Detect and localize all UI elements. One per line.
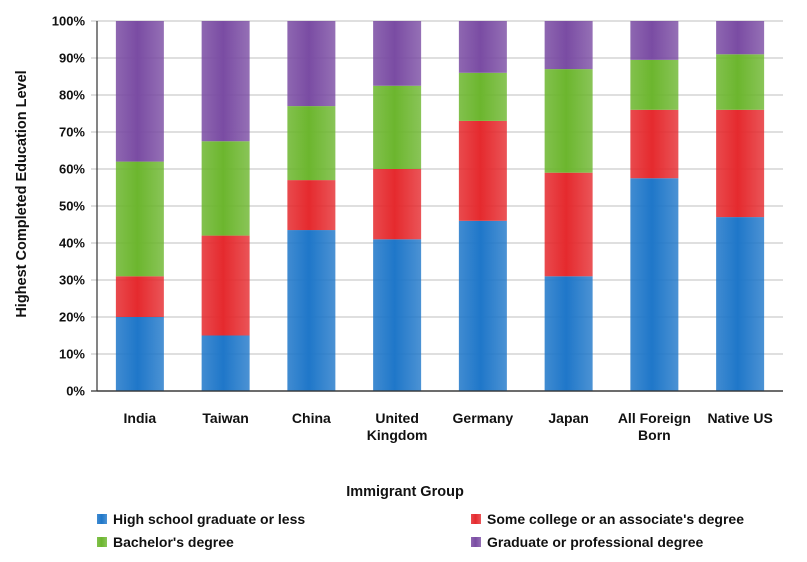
legend-label: Graduate or professional degree: [487, 534, 703, 550]
x-tick-label: United Kingdom: [367, 410, 428, 443]
legend-swatch: [97, 537, 107, 547]
x-axis-category-labels: India Taiwan China United Kingdom Germany Japa…: [124, 410, 773, 443]
legend-swatch: [471, 514, 481, 524]
bar-native-us-bachelor-s-degree: [716, 54, 765, 110]
y-tick-label: 0%: [66, 384, 85, 399]
x-tick-label: Germany: [453, 410, 514, 426]
y-tick-label: 70%: [59, 125, 85, 140]
legend-item-some-college-or-an-associate-s-degree: Some college or an associate's degree: [471, 511, 744, 527]
bar-all-foreign-born-graduate-or-professional-degree: [630, 21, 679, 60]
bar-germany-high-school-graduate-or-less: [458, 220, 507, 391]
bar-japan-graduate-or-professional-degree: [544, 21, 593, 70]
bar-india-high-school-graduate-or-less: [115, 317, 164, 391]
y-tick-label: 100%: [52, 14, 86, 29]
bar-india-graduate-or-professional-degree: [115, 21, 164, 162]
bar-united-kingdom-bachelor-s-degree: [373, 85, 422, 169]
x-axis-title: Immigrant Group: [346, 484, 464, 500]
bar-japan-some-college-or-an-associate-s-degree: [544, 172, 593, 277]
bar-china-high-school-graduate-or-less: [287, 230, 336, 391]
bar-china-bachelor-s-degree: [287, 106, 336, 181]
bar-taiwan-high-school-graduate-or-less: [201, 335, 250, 391]
bars: [115, 21, 765, 391]
y-tick-label: 80%: [59, 88, 85, 103]
bar-china-some-college-or-an-associate-s-degree: [287, 180, 336, 231]
bar-india-bachelor-s-degree: [115, 161, 164, 277]
x-tick-label: All Foreign Born: [618, 410, 691, 443]
bar-native-us-some-college-or-an-associate-s-degree: [716, 109, 765, 218]
bar-united-kingdom-high-school-graduate-or-less: [373, 239, 422, 391]
y-tick-label: 50%: [59, 199, 85, 214]
bar-all-foreign-born-high-school-graduate-or-less: [630, 178, 679, 391]
x-tick-label: China: [292, 410, 331, 426]
bar-japan-bachelor-s-degree: [544, 69, 593, 173]
y-tick-label: 90%: [59, 51, 85, 66]
x-tick-label: Japan: [548, 410, 588, 426]
y-tick-label: 60%: [59, 162, 85, 177]
legend-item-graduate-or-professional-degree: Graduate or professional degree: [471, 534, 703, 550]
x-tick-label: Taiwan: [202, 410, 248, 426]
bar-native-us-high-school-graduate-or-less: [716, 217, 765, 391]
legend: High school graduate or less Some college…: [97, 511, 744, 550]
y-axis-ticks: 0% 10% 20% 30% 40% 50% 60% 70% 80% 90% 100%: [52, 14, 86, 399]
legend-label: Bachelor's degree: [113, 534, 234, 550]
bar-taiwan-some-college-or-an-associate-s-degree: [201, 235, 250, 336]
bar-united-kingdom-some-college-or-an-associate-s-degree: [373, 169, 422, 240]
bar-all-foreign-born-bachelor-s-degree: [630, 59, 679, 110]
legend-label: High school graduate or less: [113, 511, 305, 527]
bar-taiwan-bachelor-s-degree: [201, 141, 250, 236]
x-tick-label: India: [124, 410, 157, 426]
bar-taiwan-graduate-or-professional-degree: [201, 21, 250, 142]
y-tick-label: 30%: [59, 273, 85, 288]
y-axis-title: Highest Completed Education Level: [14, 70, 30, 317]
bar-native-us-graduate-or-professional-degree: [716, 21, 765, 55]
bar-germany-bachelor-s-degree: [458, 72, 507, 121]
gridlines: [91, 20, 783, 392]
bar-germany-graduate-or-professional-degree: [458, 21, 507, 73]
bar-india-some-college-or-an-associate-s-degree: [115, 276, 164, 317]
legend-label: Some college or an associate's degree: [487, 511, 744, 527]
legend-swatch: [471, 537, 481, 547]
bar-germany-some-college-or-an-associate-s-degree: [458, 120, 507, 221]
x-tick-label: Native US: [707, 410, 772, 426]
y-tick-label: 20%: [59, 310, 85, 325]
bar-all-foreign-born-some-college-or-an-associate-s-degree: [630, 109, 679, 179]
y-tick-label: 40%: [59, 236, 85, 251]
legend-item-bachelor-s-degree: Bachelor's degree: [97, 534, 234, 550]
legend-swatch: [97, 514, 107, 524]
bar-china-graduate-or-professional-degree: [287, 21, 336, 107]
legend-item-high-school-graduate-or-less: High school graduate or less: [97, 511, 305, 527]
bar-japan-high-school-graduate-or-less: [544, 276, 593, 391]
y-tick-label: 10%: [59, 347, 85, 362]
bar-united-kingdom-graduate-or-professional-degree: [373, 21, 422, 86]
